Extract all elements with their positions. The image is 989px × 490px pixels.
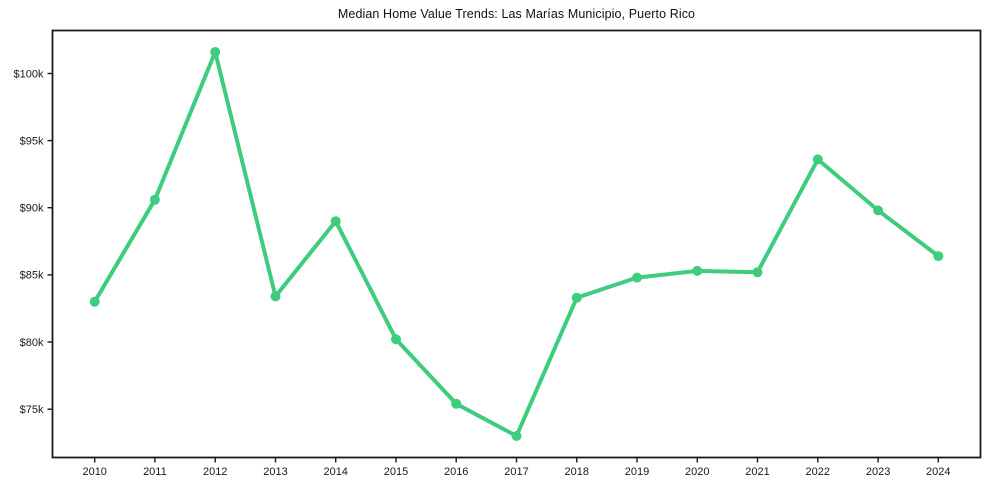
y-axis-tick-label: $85k <box>20 270 44 282</box>
data-point-marker <box>692 265 703 276</box>
data-point-marker <box>511 431 522 441</box>
data-point-marker <box>571 292 582 303</box>
x-axis-tick-label: 2019 <box>625 466 649 478</box>
y-axis-tick-label: $90k <box>20 203 44 215</box>
y-axis-tick-label: $75k <box>20 404 44 416</box>
chart-title: Median Home Value Trends: Las Marías Mun… <box>337 7 696 21</box>
data-point-marker <box>270 291 281 302</box>
x-axis-tick-label: 2014 <box>323 466 347 478</box>
data-point-marker <box>149 194 160 205</box>
x-axis-tick-label: 2023 <box>866 466 890 478</box>
y-axis-tick-label: $95k <box>20 135 44 147</box>
y-axis-tick-label: $100k <box>14 68 44 80</box>
data-point-marker <box>89 296 100 307</box>
data-point-marker <box>812 154 823 165</box>
x-axis-tick-label: 2016 <box>444 466 468 478</box>
x-axis-tick-label: 2022 <box>806 466 830 478</box>
x-axis-tick-label: 2018 <box>565 466 589 478</box>
data-point-marker <box>210 47 221 57</box>
x-axis-tick-label: 2010 <box>82 466 106 478</box>
data-point-marker <box>933 251 944 262</box>
data-point-marker <box>632 272 642 283</box>
x-axis-tick-label: 2011 <box>143 466 167 478</box>
x-axis-tick-label: 2020 <box>685 466 709 478</box>
x-axis-tick-label: 2017 <box>504 466 528 478</box>
plot-border <box>51 29 982 459</box>
data-point-marker <box>752 267 763 278</box>
x-axis-tick-label: 2024 <box>926 466 950 478</box>
data-point-marker <box>391 334 401 345</box>
data-point-marker <box>451 398 462 409</box>
data-point-marker <box>330 216 341 227</box>
x-axis-tick-label: 2021 <box>745 466 769 478</box>
x-axis-tick-label: 2012 <box>203 466 227 478</box>
data-point-marker <box>873 205 884 216</box>
y-axis-tick-label: $80k <box>20 337 44 349</box>
x-axis-tick-label: 2015 <box>384 466 408 478</box>
x-axis-tick-label: 2013 <box>263 466 287 478</box>
